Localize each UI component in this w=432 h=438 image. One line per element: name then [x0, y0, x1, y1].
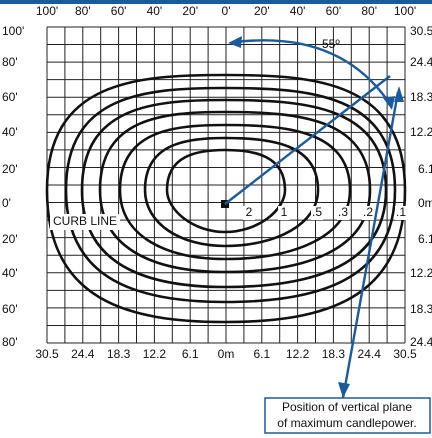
contour-label: 2 [246, 205, 253, 219]
bottom-tick-label: 12.2 [143, 347, 167, 361]
left-tick-label: 0' [2, 196, 11, 210]
left-tick-label: 20' [2, 232, 18, 246]
top-tick-label: 100' [394, 4, 416, 18]
right-tick-label: 24.4 [410, 335, 432, 349]
bottom-tick-label: 0m [218, 347, 235, 361]
note-box [264, 397, 431, 434]
grid [46, 26, 406, 344]
right-tick-label: 12.2 [410, 125, 432, 139]
isofootcandle-contour [98, 110, 372, 274]
isofootcandle-contour [165, 148, 287, 234]
right-tick-label: 30.5 [410, 24, 432, 38]
top-tick-label: 40' [290, 4, 306, 18]
left-tick-label: 20' [2, 162, 18, 176]
top-tick-label: 0' [222, 4, 231, 18]
bottom-tick-label: 24.4 [71, 347, 95, 361]
bottom-tick-label: 6.1 [182, 347, 199, 361]
right-tick-label: 12.2 [410, 266, 432, 280]
isofootcandle-contour [80, 98, 388, 289]
contour-label: .1 [396, 205, 406, 219]
pointer-line [341, 91, 400, 399]
top-tick-label: 20' [254, 4, 270, 18]
bottom-tick-label: 12.2 [286, 347, 310, 361]
arrowhead [338, 382, 350, 398]
bottom-tick-label: 18.3 [322, 347, 346, 361]
top-tick-label: 40' [147, 4, 163, 18]
label-bg [278, 206, 290, 220]
curb-label: CURB LINE [53, 214, 117, 228]
bottom-tick-label: 30.5 [393, 347, 417, 361]
top-tick-label: 80' [361, 4, 377, 18]
bottom-tick-label: 24.4 [358, 347, 382, 361]
contours [45, 73, 407, 324]
left-tick-label: 80' [2, 335, 18, 349]
right-tick-label: 6.1 [418, 232, 432, 246]
top-tick-label: 60' [111, 4, 127, 18]
label-bg [337, 206, 349, 220]
left-tick-label: 100' [2, 24, 24, 38]
isofootcandle-contour [143, 136, 320, 248]
arrowhead [394, 86, 404, 102]
left-tick-label: 40' [2, 266, 18, 280]
angle-arc [235, 39, 391, 105]
bottom-tick-label: 18.3 [107, 347, 131, 361]
right-tick-label: 18.3 [410, 90, 432, 104]
top-bar [0, 0, 432, 4]
label-bg [311, 206, 323, 220]
top-tick-label: 80' [75, 4, 91, 18]
label-bg [395, 206, 407, 220]
right-tick-label: 0m [418, 196, 432, 210]
contour-label: .3 [338, 205, 348, 219]
left-tick-label: 60' [2, 302, 18, 316]
left-tick-label: 80' [2, 55, 18, 69]
contour-label: .2 [363, 205, 373, 219]
isofootcandle-contour [118, 123, 352, 261]
arrowhead [228, 36, 242, 48]
label-bg [362, 206, 374, 220]
note-line: Position of vertical plane [282, 400, 412, 414]
isofootcandle-contour [45, 73, 407, 324]
contour-label: .5 [312, 205, 322, 219]
left-tick-label: 40' [2, 125, 18, 139]
bottom-tick-label: 6.1 [253, 347, 270, 361]
top-tick-label: 20' [182, 4, 198, 18]
top-tick-label: 60' [326, 4, 342, 18]
left-tick-label: 60' [2, 90, 18, 104]
label-bg [243, 206, 255, 220]
isofootcandle-contour [64, 86, 397, 304]
right-tick-label: 24.4 [410, 55, 432, 69]
max-candlepower-line [224, 75, 391, 205]
arrowhead [383, 96, 395, 110]
note-line: of maximum candlepower. [277, 416, 416, 430]
top-tick-label: 100' [36, 4, 58, 18]
label-bg [50, 214, 120, 230]
right-tick-label: 6.1 [418, 162, 432, 176]
right-tick-label: 18.3 [410, 302, 432, 316]
contour-label: 1 [281, 205, 288, 219]
bottom-tick-label: 30.5 [35, 347, 59, 361]
angle-label: 55º [322, 37, 340, 51]
